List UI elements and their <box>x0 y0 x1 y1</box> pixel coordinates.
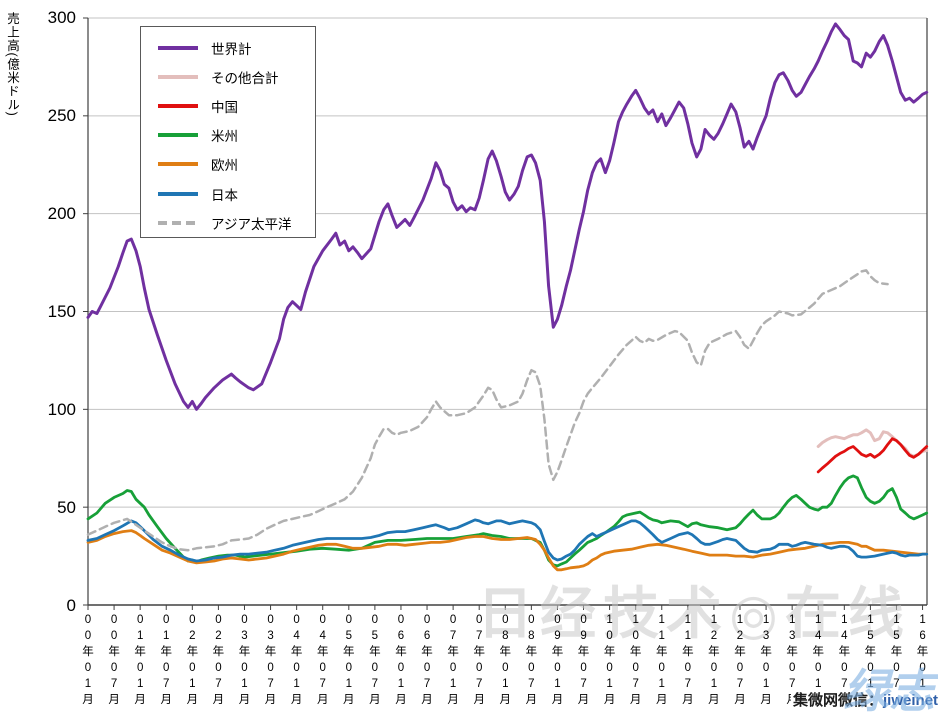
legend-item-europe: 欧州 <box>141 150 315 179</box>
legend-swatch-europe <box>158 162 198 167</box>
x-tick-label-04年01月: 0 4 年 0 1 月 <box>290 614 303 706</box>
legend-label-china: 中国 <box>211 99 238 115</box>
series-line-asia-pacific <box>86 269 889 552</box>
x-tick-label-03年01月: 0 3 年 0 1 月 <box>238 614 251 706</box>
legend-swatch-others-total <box>158 74 198 79</box>
legend-swatch-world-total <box>158 45 198 50</box>
x-tick-label-04年07月: 0 4 年 0 7 月 <box>316 614 329 706</box>
x-tick-label-08年01月: 0 8 年 0 1 月 <box>499 614 512 706</box>
x-tick-label-01年07月: 0 1 年 0 7 月 <box>160 614 172 706</box>
x-tick-label-09年01月: 0 9 年 0 1 月 <box>551 614 564 706</box>
series-line-china <box>816 437 929 474</box>
legend-label-europe: 欧州 <box>211 158 238 174</box>
axes <box>83 17 928 610</box>
y-tick-label-300: 300 <box>47 8 76 28</box>
series-line-japan <box>86 518 929 563</box>
y-tick-label-200: 200 <box>47 204 76 224</box>
legend-label-japan: 日本 <box>211 187 238 203</box>
watermark-site-name: jiweinet <box>883 692 938 709</box>
bottom-right-watermark: 集微网微信：jiweinet <box>791 688 938 711</box>
x-tick-label-11年01月: 1 1 年 0 1 月 <box>656 614 668 706</box>
legend-label-world-total: 世界計 <box>211 41 252 57</box>
legend-item-world-total: 世界計 <box>141 33 315 62</box>
series-line-americas <box>86 474 929 568</box>
legend-swatch-china <box>158 103 198 108</box>
watermark-chinese-text: 集微网微信： <box>793 692 884 709</box>
legend-swatch-americas <box>158 133 198 138</box>
x-tick-label-12年01月: 1 2 年 0 1 月 <box>708 614 720 706</box>
y-tick-label-250: 250 <box>47 106 76 126</box>
x-tick-label-05年07月: 0 5 年 0 7 月 <box>369 614 381 706</box>
x-tick-label-08年07月: 0 8 年 0 7 月 <box>525 614 538 706</box>
legend-item-americas: 米州 <box>141 121 315 150</box>
series-line-world-total <box>86 22 929 411</box>
legend: 世界計その他合計中国米州欧州日本アジア太平洋 <box>140 26 316 238</box>
y-axis-title: 売上高(億米ドル) <box>5 12 19 117</box>
series-line-europe <box>86 529 929 572</box>
x-tick-label-07年01月: 0 7 年 0 1 月 <box>447 614 459 706</box>
x-tick-label-07年07月: 0 7 年 0 7 月 <box>473 614 485 706</box>
x-tick-label-00年07月: 0 0 年 0 7 月 <box>108 614 120 706</box>
x-tick-label-10年01月: 1 0 年 0 1 月 <box>603 614 616 706</box>
legend-item-others-total: その他合計 <box>141 62 315 91</box>
legend-item-japan: 日本 <box>141 179 315 208</box>
legend-label-americas: 米州 <box>211 129 238 145</box>
watermark-overlay-script: 绿志岛 <box>843 666 938 716</box>
legend-swatch-japan <box>158 191 198 196</box>
y-tick-label-100: 100 <box>47 399 76 419</box>
series-lines <box>86 22 929 572</box>
y-tick-label-50: 50 <box>57 497 76 517</box>
x-tick-label-09年07月: 0 9 年 0 7 月 <box>577 614 590 706</box>
series-line-others-total <box>816 428 929 458</box>
x-tick-label-02年01月: 0 2 年 0 1 月 <box>186 614 199 706</box>
x-tick-label-01年01月: 0 1 年 0 1 月 <box>134 614 146 706</box>
x-tick-label-12年07月: 1 2 年 0 7 月 <box>734 614 746 706</box>
x-tick-label-10年07月: 1 0 年 0 7 月 <box>629 614 642 706</box>
y-tick-label-0: 0 <box>66 595 76 615</box>
x-tick-label-13年01月: 1 3 年 0 1 月 <box>760 614 772 706</box>
y-tick-label-150: 150 <box>47 301 76 321</box>
x-tick-label-06年07月: 0 6 年 0 7 月 <box>421 614 433 706</box>
x-tick-label-05年01月: 0 5 年 0 1 月 <box>343 614 355 706</box>
legend-label-others-total: その他合計 <box>211 70 279 86</box>
legend-swatch-asia-pacific <box>158 220 198 225</box>
x-tick-label-03年07月: 0 3 年 0 7 月 <box>264 614 277 706</box>
x-tick-label-00年01月: 0 0 年 0 1 月 <box>82 614 94 706</box>
legend-label-asia-pacific: アジア太平洋 <box>211 216 292 232</box>
x-tick-label-06年01月: 0 6 年 0 1 月 <box>395 614 407 706</box>
legend-item-china: 中国 <box>141 91 315 120</box>
legend-item-asia-pacific: アジア太平洋 <box>141 208 315 237</box>
x-tick-label-11年07月: 1 1 年 0 7 月 <box>682 614 694 706</box>
center-watermark: 日经技术◎在线 <box>477 582 911 645</box>
x-tick-label-02年07月: 0 2 年 0 7 月 <box>212 614 225 706</box>
